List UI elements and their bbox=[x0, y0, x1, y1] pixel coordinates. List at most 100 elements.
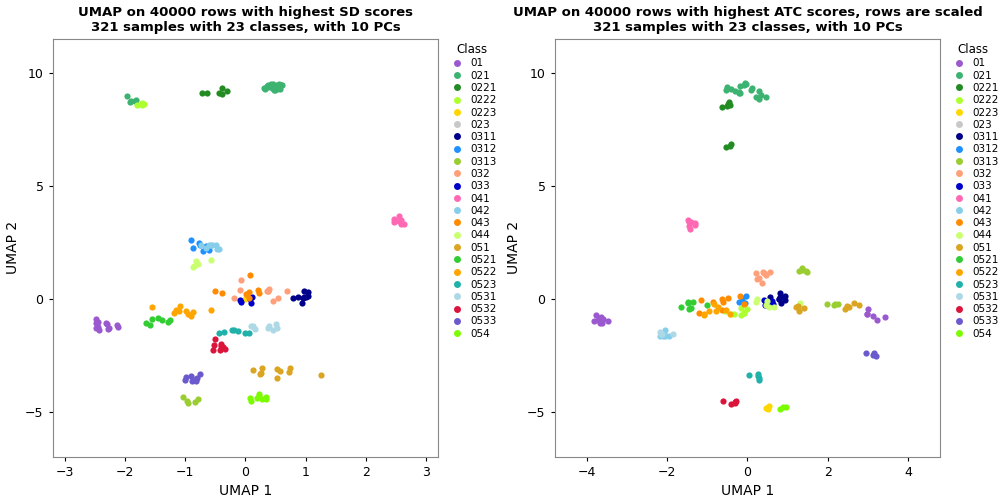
Point bbox=[252, 369, 268, 377]
Point bbox=[757, 301, 773, 309]
Point bbox=[776, 292, 792, 300]
Point bbox=[755, 268, 771, 276]
Point bbox=[877, 312, 893, 321]
Point bbox=[656, 330, 672, 338]
Point bbox=[168, 305, 184, 313]
Point bbox=[138, 319, 154, 327]
Point bbox=[187, 257, 204, 265]
Point bbox=[274, 81, 290, 89]
Point bbox=[684, 298, 701, 306]
Point bbox=[252, 369, 268, 377]
Point bbox=[792, 299, 808, 307]
Point bbox=[761, 303, 777, 311]
Point bbox=[208, 335, 224, 343]
Point bbox=[660, 332, 676, 340]
Point bbox=[177, 307, 194, 315]
Point bbox=[260, 287, 276, 295]
Point bbox=[220, 87, 236, 95]
Point bbox=[279, 287, 295, 295]
Point bbox=[723, 85, 739, 93]
Point bbox=[860, 305, 876, 313]
Point bbox=[680, 299, 697, 307]
Point bbox=[232, 286, 248, 294]
Point bbox=[737, 299, 753, 307]
Point bbox=[269, 83, 285, 91]
Point bbox=[732, 89, 748, 97]
Point bbox=[269, 324, 285, 332]
Point bbox=[191, 238, 207, 246]
Point bbox=[153, 317, 169, 325]
Point bbox=[183, 236, 200, 244]
Point bbox=[199, 89, 215, 97]
Point bbox=[798, 268, 814, 276]
Point bbox=[187, 375, 204, 383]
Point bbox=[771, 405, 787, 413]
Point bbox=[243, 397, 259, 405]
Point bbox=[241, 329, 257, 337]
Point bbox=[600, 317, 616, 325]
Point bbox=[227, 294, 243, 302]
Point bbox=[657, 332, 673, 340]
Point bbox=[798, 267, 814, 275]
Point bbox=[297, 293, 313, 301]
Point bbox=[210, 245, 226, 253]
Point bbox=[261, 285, 277, 293]
Point bbox=[204, 240, 220, 248]
Point bbox=[109, 322, 125, 330]
Point bbox=[699, 301, 715, 309]
Point bbox=[773, 299, 789, 307]
Point bbox=[263, 80, 279, 88]
X-axis label: UMAP 1: UMAP 1 bbox=[721, 484, 774, 498]
Point bbox=[653, 330, 669, 338]
Point bbox=[393, 216, 409, 224]
Point bbox=[237, 295, 253, 303]
Y-axis label: UMAP 2: UMAP 2 bbox=[6, 221, 19, 275]
Point bbox=[714, 295, 730, 303]
Point bbox=[186, 398, 203, 406]
Point bbox=[681, 225, 698, 233]
Point bbox=[655, 332, 671, 340]
Point bbox=[201, 241, 217, 249]
Point bbox=[714, 103, 730, 111]
Point bbox=[260, 287, 276, 295]
Point bbox=[110, 323, 126, 331]
Point bbox=[692, 296, 709, 304]
Point bbox=[238, 289, 254, 297]
Point bbox=[687, 221, 704, 229]
Point bbox=[243, 299, 259, 307]
Point bbox=[214, 90, 230, 98]
Point bbox=[91, 319, 107, 327]
Point bbox=[100, 326, 116, 334]
Point bbox=[312, 371, 329, 379]
Point bbox=[775, 403, 791, 411]
Point bbox=[665, 330, 681, 338]
Point bbox=[764, 300, 780, 308]
Point bbox=[119, 92, 135, 100]
Point bbox=[391, 212, 407, 220]
Point bbox=[271, 80, 287, 88]
Point bbox=[708, 307, 724, 315]
Point bbox=[266, 86, 282, 94]
Point bbox=[295, 293, 311, 301]
Point bbox=[727, 399, 743, 407]
Point bbox=[733, 310, 749, 319]
Point bbox=[391, 217, 407, 225]
Point bbox=[760, 405, 776, 413]
Point bbox=[771, 294, 787, 302]
Point bbox=[166, 309, 182, 317]
Point bbox=[214, 84, 230, 92]
Point bbox=[852, 301, 868, 309]
Point bbox=[680, 305, 697, 313]
Point bbox=[841, 303, 857, 311]
Point bbox=[183, 372, 200, 381]
Point bbox=[837, 305, 853, 313]
Point bbox=[593, 317, 609, 325]
Point bbox=[830, 300, 846, 308]
Point bbox=[254, 395, 270, 403]
Point bbox=[195, 89, 211, 97]
Point bbox=[178, 373, 195, 381]
Point bbox=[748, 93, 764, 101]
Point bbox=[212, 329, 228, 337]
Point bbox=[778, 403, 794, 411]
Point bbox=[743, 86, 759, 94]
